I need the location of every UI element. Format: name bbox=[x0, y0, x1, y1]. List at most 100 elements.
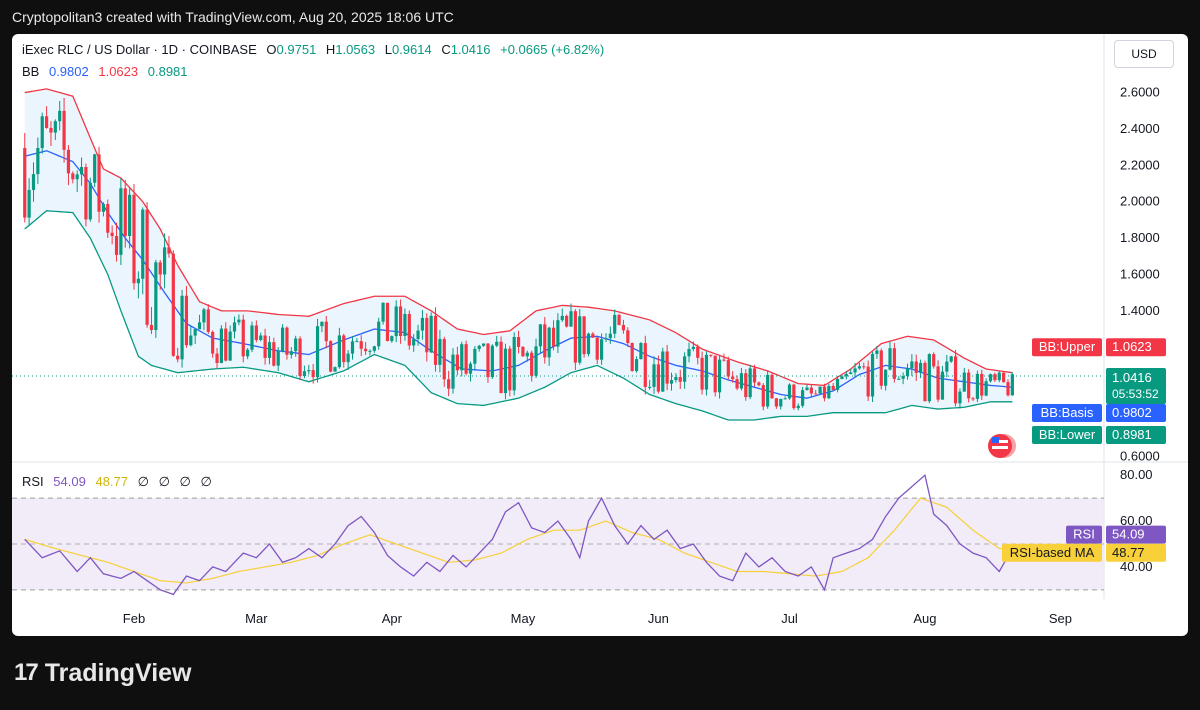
candle-body bbox=[224, 328, 228, 361]
candle bbox=[486, 343, 490, 384]
bb-basis-tag: BB:Basis 0.9802 bbox=[1032, 404, 1166, 423]
candle-body bbox=[936, 366, 940, 400]
candles bbox=[23, 97, 1014, 411]
candle bbox=[184, 286, 189, 348]
bollinger-bands bbox=[12, 88, 1104, 421]
candle bbox=[298, 336, 302, 381]
candle bbox=[425, 313, 429, 362]
candle bbox=[761, 383, 765, 411]
candle bbox=[914, 354, 918, 381]
candle-body bbox=[735, 379, 739, 389]
candle bbox=[490, 344, 494, 379]
candle bbox=[565, 314, 569, 328]
candle-body bbox=[171, 253, 175, 356]
candle bbox=[822, 383, 827, 402]
candle bbox=[119, 178, 123, 265]
candle bbox=[241, 314, 245, 363]
candle bbox=[455, 346, 459, 376]
candle-body bbox=[346, 353, 350, 363]
candle bbox=[132, 184, 136, 290]
candle-body bbox=[280, 327, 285, 351]
candle-body bbox=[1006, 382, 1010, 396]
candle-body bbox=[884, 369, 888, 386]
candle-body bbox=[857, 366, 862, 369]
candle bbox=[460, 341, 464, 377]
symbol-legend[interactable]: iExec RLC / US Dollar · 1D · COINBASE O0… bbox=[22, 42, 610, 57]
candle bbox=[770, 372, 774, 399]
candle bbox=[857, 362, 862, 370]
candle-body bbox=[547, 327, 551, 358]
candle bbox=[167, 236, 171, 258]
candle-body bbox=[897, 378, 901, 380]
candle-body bbox=[75, 174, 79, 180]
candle bbox=[503, 343, 508, 400]
candle bbox=[372, 345, 376, 353]
bb-lower-tag-label-bg bbox=[1032, 426, 1102, 445]
candle-body bbox=[731, 376, 735, 380]
candle bbox=[267, 336, 272, 365]
price-tick-label: 0.6000 bbox=[1120, 448, 1160, 463]
candle bbox=[106, 199, 110, 238]
candle-body bbox=[101, 204, 106, 212]
candle bbox=[447, 370, 451, 397]
candle-body bbox=[311, 370, 315, 378]
candle-body bbox=[953, 356, 958, 404]
candle bbox=[866, 360, 870, 402]
candle bbox=[919, 359, 923, 379]
rsi-legend[interactable]: RSI 54.09 48.77 ∅ ∅ ∅ ∅ bbox=[22, 474, 218, 490]
candle bbox=[390, 335, 394, 343]
candle bbox=[700, 351, 704, 395]
candle-body bbox=[58, 110, 62, 122]
candle bbox=[547, 326, 551, 366]
candle bbox=[801, 387, 805, 408]
candle bbox=[643, 335, 647, 395]
bb-legend[interactable]: BB 0.9802 1.0623 0.8981 bbox=[22, 64, 194, 79]
candle bbox=[71, 171, 75, 184]
candle-body bbox=[831, 385, 835, 390]
price-tick-label: 2.4000 bbox=[1120, 121, 1160, 136]
candle-body bbox=[940, 371, 945, 400]
candle-body bbox=[805, 387, 809, 391]
candle-body bbox=[447, 379, 451, 389]
candle-body bbox=[97, 154, 101, 212]
candle-body bbox=[875, 350, 879, 354]
candle bbox=[774, 397, 778, 409]
chart-svg[interactable]: 2.6000 2.4000 2.2000 2.0000 1.8000 1.6000 1.40… bbox=[12, 34, 1188, 636]
candle bbox=[726, 356, 730, 380]
candle bbox=[180, 289, 184, 368]
candle bbox=[879, 348, 883, 390]
candle-body bbox=[394, 306, 398, 337]
candle-body bbox=[726, 360, 730, 377]
candle bbox=[364, 342, 368, 355]
candle bbox=[595, 336, 599, 364]
candle bbox=[93, 153, 97, 188]
candle bbox=[311, 363, 315, 384]
candle-body bbox=[114, 236, 119, 255]
candle bbox=[276, 347, 280, 372]
candle-body bbox=[237, 319, 241, 323]
candle bbox=[875, 346, 879, 359]
price-tick-label: 1.8000 bbox=[1120, 230, 1160, 245]
candle bbox=[949, 355, 953, 363]
candle bbox=[31, 162, 36, 202]
price-tick-label: 1.4000 bbox=[1120, 303, 1160, 318]
candle bbox=[289, 347, 293, 359]
currency-button[interactable]: USD bbox=[1114, 40, 1174, 68]
candle bbox=[984, 378, 988, 397]
open-value: O0.9751 bbox=[266, 42, 317, 57]
chart-panel[interactable]: 2.6000 2.4000 2.2000 2.0000 1.8000 1.6000 1.40… bbox=[12, 34, 1188, 636]
candle-body bbox=[193, 329, 197, 336]
candle bbox=[975, 370, 980, 402]
candle-body bbox=[639, 343, 643, 360]
candle bbox=[84, 163, 88, 227]
candle bbox=[940, 365, 945, 400]
events-icon-stripe2 bbox=[992, 446, 1008, 449]
candle-body bbox=[713, 355, 717, 393]
empty-value-3: ∅ bbox=[179, 474, 191, 489]
candle-body bbox=[565, 315, 569, 327]
candle bbox=[870, 351, 875, 403]
candle bbox=[468, 361, 473, 382]
time-tick-label: May bbox=[511, 611, 536, 626]
time-tick-label: Mar bbox=[245, 611, 268, 626]
candle bbox=[530, 350, 534, 382]
